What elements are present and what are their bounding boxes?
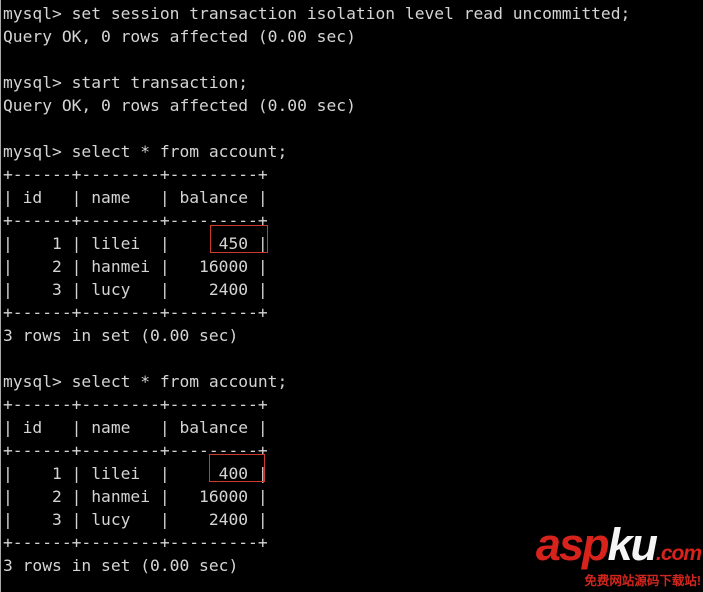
terminal-line: | 2 | hanmei | 16000 | <box>3 257 268 276</box>
terminal-output: mysql> set session transaction isolation… <box>3 2 630 577</box>
terminal-line <box>3 347 630 370</box>
terminal-line: +------+--------+---------+ <box>3 441 268 460</box>
terminal-line: Query OK, 0 rows affected (0.00 sec) <box>3 27 356 46</box>
terminal-line: | 3 | lucy | 2400 | <box>3 510 268 529</box>
terminal-line: mysql> set session transaction isolation… <box>3 4 631 23</box>
terminal-line: mysql> start transaction; <box>3 73 249 92</box>
terminal-line: mysql> select * from account; <box>3 372 288 391</box>
terminal-line: | id | name | balance | <box>3 188 268 207</box>
logo-text-ku: ku <box>607 519 657 570</box>
terminal-line: 3 rows in set (0.00 sec) <box>3 326 239 345</box>
terminal-line: +------+--------+---------+ <box>3 533 268 552</box>
terminal-line: +------+--------+---------+ <box>3 165 268 184</box>
aspku-watermark: aspku.com 免费网站源码下载站! <box>536 522 702 589</box>
terminal-line <box>3 117 630 140</box>
terminal-line: | id | name | balance | <box>3 418 268 437</box>
terminal-line: +------+--------+---------+ <box>3 211 268 230</box>
logo-text-asp: asp <box>535 519 610 570</box>
terminal-line: Query OK, 0 rows affected (0.00 sec) <box>3 96 356 115</box>
highlight-box-400 <box>209 454 265 482</box>
terminal-line: | 1 | lilei | 400 | <box>3 464 268 483</box>
highlight-box-450 <box>210 225 268 253</box>
terminal-line <box>3 48 630 71</box>
terminal-line: 3 rows in set (0.00 sec) <box>3 556 239 575</box>
aspku-logo: aspku.com <box>536 522 702 569</box>
terminal-line: | 3 | lucy | 2400 | <box>3 280 268 299</box>
terminal-line: | 1 | lilei | 450 | <box>3 234 268 253</box>
terminal-line: +------+--------+---------+ <box>3 303 268 322</box>
terminal-line: | 2 | hanmei | 16000 | <box>3 487 268 506</box>
logo-text-tld: .com <box>655 542 702 565</box>
terminal-line: mysql> select * from account; <box>3 142 288 161</box>
watermark-tagline: 免费网站源码下载站! <box>584 574 701 588</box>
terminal-line: +------+--------+---------+ <box>3 395 268 414</box>
